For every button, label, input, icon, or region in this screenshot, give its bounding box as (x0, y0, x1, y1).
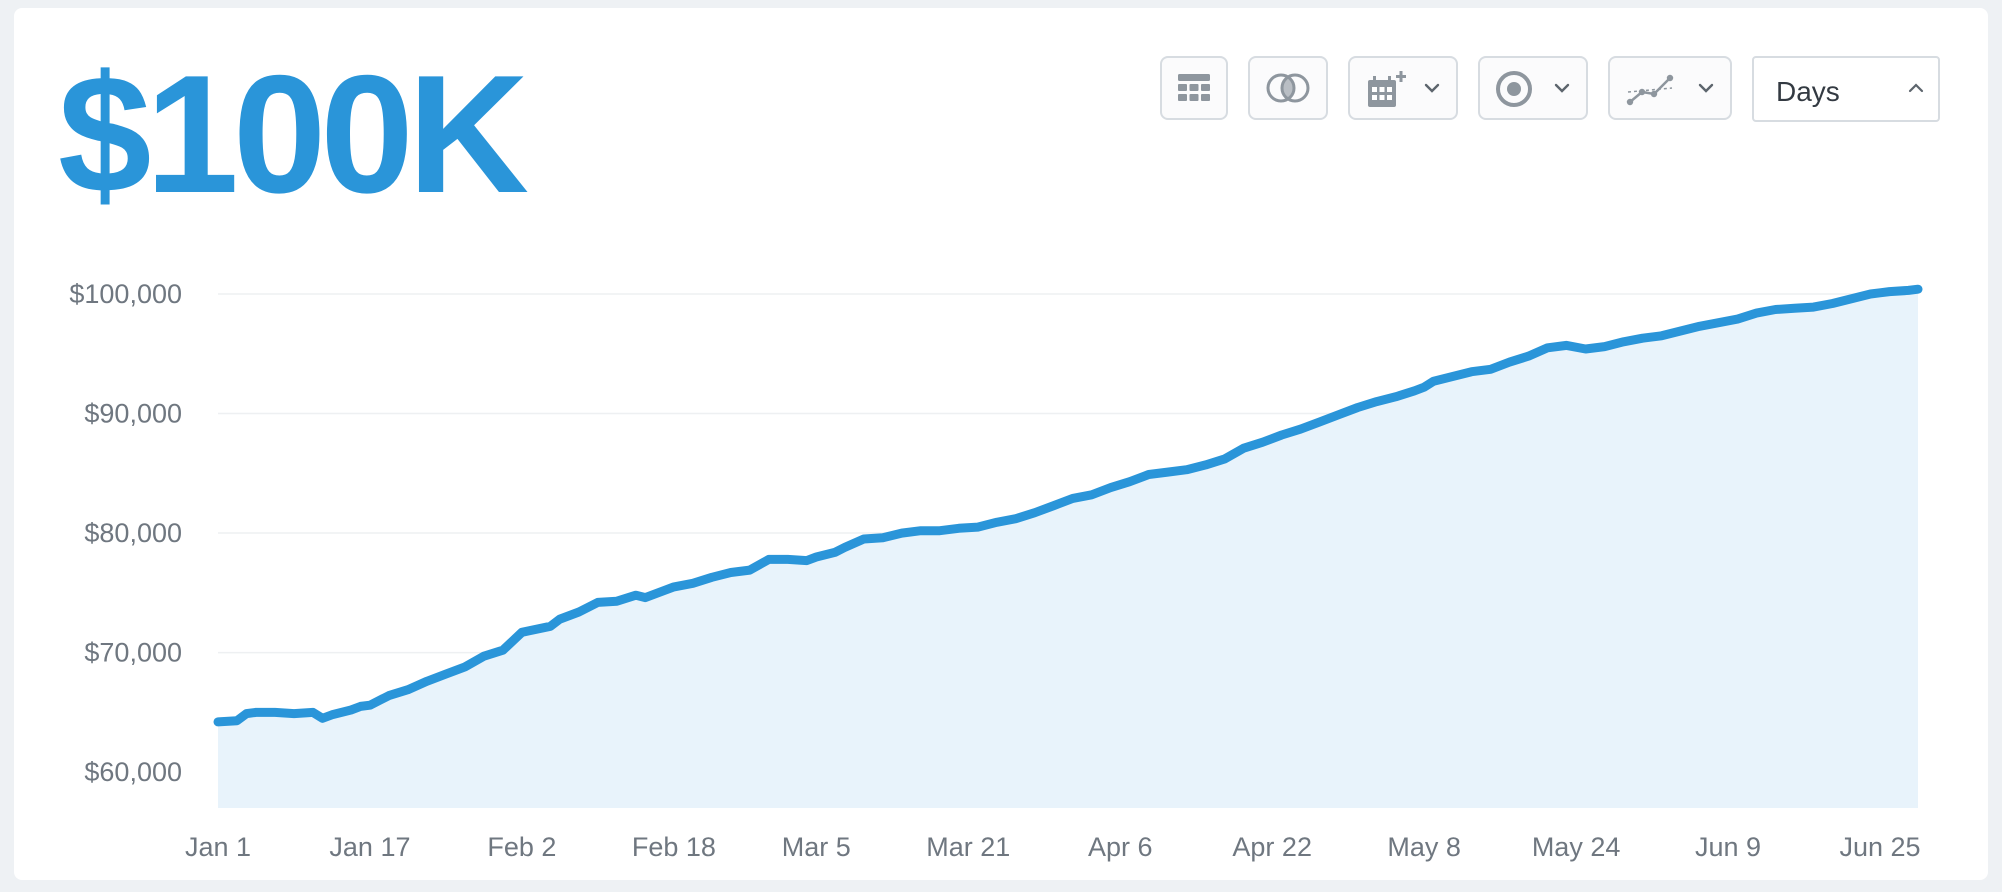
compare-circles-icon (1266, 73, 1310, 103)
table-grid-icon (1178, 74, 1210, 101)
chart-card: $100K (14, 8, 1988, 880)
x-tick-label: Jun 25 (1839, 832, 1920, 862)
trendline-icon (1626, 74, 1674, 106)
chevron-down-icon (1424, 83, 1440, 93)
y-tick-label: $70,000 (84, 638, 182, 668)
series-line (213, 284, 1923, 727)
x-tick-label: Mar 5 (782, 832, 851, 862)
chart-toolbar: Days (14, 56, 1988, 122)
y-tick-label: $80,000 (84, 518, 182, 548)
y-tick-label: $60,000 (84, 757, 182, 787)
x-tick-label: Apr 22 (1232, 832, 1312, 862)
period-select[interactable]: Days (1752, 56, 1940, 122)
y-tick-label: $100,000 (69, 279, 182, 309)
chevron-down-icon (1698, 83, 1714, 93)
x-tick-label: Feb 18 (632, 832, 716, 862)
series-area (218, 289, 1918, 808)
x-tick-label: Apr 6 (1088, 832, 1153, 862)
compare-button[interactable] (1248, 56, 1328, 120)
headline-value: $100K (58, 40, 529, 228)
y-tick-label: $90,000 (84, 399, 182, 429)
table-view-button[interactable] (1160, 56, 1228, 120)
target-icon (1496, 71, 1532, 107)
chevron-up-icon (1908, 83, 1924, 93)
x-tick-label: May 8 (1387, 832, 1461, 862)
x-tick-label: Jun 9 (1695, 832, 1761, 862)
line-chart: $60,000 $70,000 $80,000 $90,000 $100,000 Jan … (69, 279, 1923, 862)
x-tick-label: Mar 21 (926, 832, 1010, 862)
date-range-button[interactable] (1348, 56, 1458, 120)
calendar-add-icon (1368, 71, 1406, 107)
chevron-down-icon (1554, 83, 1570, 93)
x-tick-label: Feb 2 (487, 832, 556, 862)
goal-button[interactable] (1478, 56, 1588, 120)
x-tick-label: Jan 1 (185, 832, 251, 862)
x-tick-label: May 24 (1532, 832, 1621, 862)
x-tick-label: Jan 17 (329, 832, 410, 862)
trendline-button[interactable] (1608, 56, 1732, 120)
period-select-value: Days (1776, 76, 1840, 107)
